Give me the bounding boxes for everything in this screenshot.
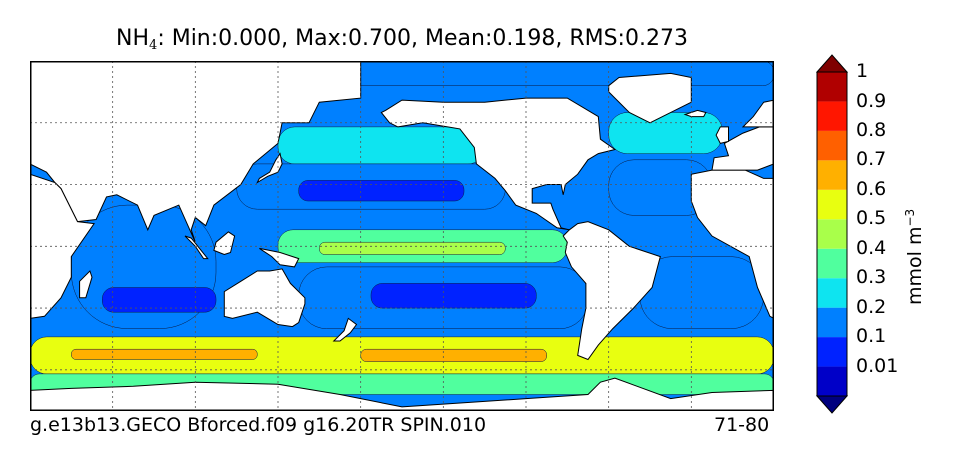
colorbar-tick-label: 0.5 [856, 207, 887, 230]
colorbar-swatch-3 [817, 278, 847, 308]
land-scandinavia [741, 99, 774, 128]
land-new-guinea [259, 247, 300, 268]
caption-years: 71-80 [714, 414, 770, 436]
land-borneo [213, 231, 236, 256]
value-zone-12 [639, 256, 764, 329]
colorbar-swatch-0 [817, 366, 847, 396]
land-north-america [380, 97, 617, 231]
colorbar-swatch-2 [817, 307, 847, 338]
colorbar-swatch-8 [817, 130, 847, 161]
value-zone-10 [608, 112, 723, 154]
colorbar-outline [816, 71, 848, 397]
chart-title: NH4: Min:0.000, Max:0.700, Mean:0.198, R… [0, 26, 804, 53]
value-zone-9 [102, 287, 217, 313]
colorbar-tick-label: 0.7 [856, 148, 887, 171]
colorbar [815, 54, 849, 414]
land-australia [223, 268, 306, 328]
colorbar-extend-max [815, 54, 849, 73]
land-madagascar [79, 270, 93, 299]
colorbar-tick-label: 0.4 [856, 236, 887, 259]
colorbar-tick-label: 1 [856, 60, 869, 82]
value-zone-7 [370, 283, 537, 309]
land-japan [256, 152, 283, 184]
colorbar-swatch-5 [817, 219, 847, 249]
colorbar-tick-label: 0.01 [856, 354, 899, 377]
land-south-america [562, 221, 661, 361]
value-zone-14 [71, 348, 258, 360]
colorbar-swatch-1 [817, 337, 847, 367]
colorbar-swatch-10 [817, 72, 847, 102]
colorbar-tick-label: 0.8 [856, 118, 887, 141]
colorbar-swatch-7 [817, 160, 847, 190]
colorbar-swatch-6 [817, 189, 847, 220]
land-great-britain [715, 126, 729, 144]
title-subscript: 4 [149, 38, 158, 53]
land-africa-east [30, 173, 95, 319]
land-sumatra [184, 235, 209, 260]
map-svg [30, 61, 774, 411]
land-new-zealand [332, 317, 358, 342]
map-panel [30, 61, 774, 411]
land-antarctica [30, 377, 774, 411]
colorbar-tick-label: 0.2 [856, 295, 887, 318]
caption-run-name: g.e13b13.GECO Bforced.f09 g16.20TR SPIN.… [30, 414, 487, 436]
title-stats: : Min:0.000, Max:0.700, Mean:0.198, RMS:… [157, 26, 688, 51]
colorbar-tick-label: 0.6 [856, 177, 887, 200]
colorbar-unit: mmol m [904, 226, 926, 305]
colorbar-extend-min [815, 395, 849, 414]
title-variable: NH [116, 26, 150, 51]
map-frame [30, 61, 774, 411]
value-zone-5 [319, 241, 506, 255]
value-zone-3 [298, 180, 465, 202]
colorbar-swatch-4 [817, 248, 847, 279]
value-zone-1 [277, 126, 485, 165]
colorbar-swatch-9 [817, 101, 847, 131]
colorbar-title: mmol m−3 [903, 209, 926, 305]
colorbar-tick-label: 0.9 [856, 89, 887, 112]
colorbar-tick-label: 0.1 [856, 325, 887, 348]
colorbar-unit-exponent: −3 [903, 208, 917, 227]
value-zone-15 [360, 348, 547, 362]
colorbar-tick-label: 0.3 [856, 266, 887, 289]
land-iceland [683, 109, 707, 118]
